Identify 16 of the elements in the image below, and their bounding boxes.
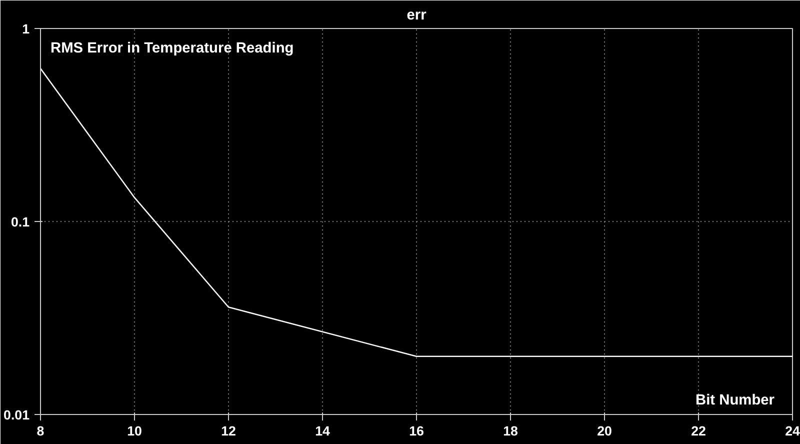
line-series xyxy=(40,68,792,358)
x-tick-label: 10 xyxy=(127,424,142,438)
x-tick-label: 8 xyxy=(36,424,44,438)
x-tick-label: 18 xyxy=(503,424,518,438)
x-tick-label: 12 xyxy=(221,424,236,438)
annotation: RMS Error in Temperature Reading xyxy=(50,40,294,56)
y-tick-label: 0.1 xyxy=(10,214,30,230)
y-tick-label: 1 xyxy=(22,22,30,36)
x-tick-label: 20 xyxy=(597,424,612,438)
x-tick-label: 24 xyxy=(785,424,800,438)
y-tick-label: 0.01 xyxy=(4,408,30,422)
x-tick-label: 22 xyxy=(691,424,706,438)
chart-title: err xyxy=(406,8,427,24)
x-tick-label: 16 xyxy=(409,424,424,438)
x-tick-label: 14 xyxy=(315,424,330,438)
x-axis-title: Bit Number xyxy=(696,392,775,408)
